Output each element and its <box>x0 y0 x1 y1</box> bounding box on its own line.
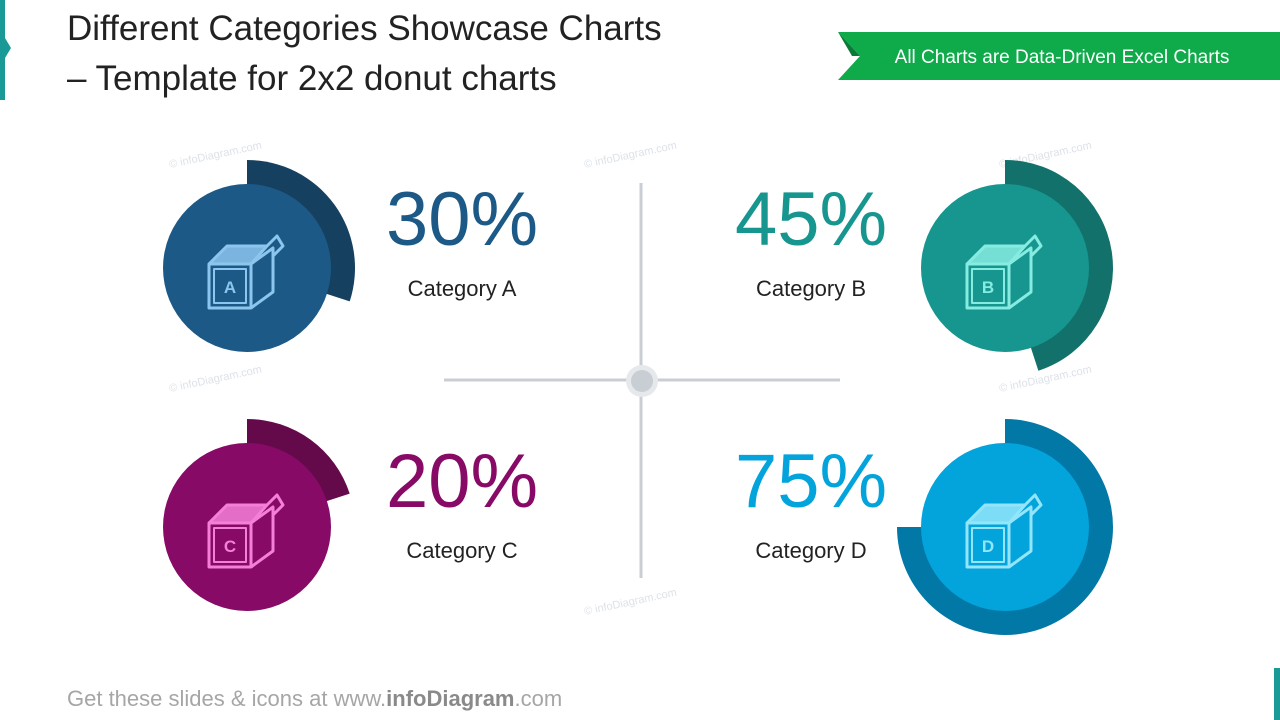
box-side <box>250 246 275 310</box>
box-icon: C <box>207 493 285 569</box>
box-icon: D <box>965 493 1043 569</box>
title-line: – Template for 2x2 donut charts <box>67 59 557 98</box>
box-inner <box>971 268 1005 304</box>
box-lid <box>965 244 1027 266</box>
value-label: 45% <box>735 177 887 262</box>
box-lid <box>207 503 269 525</box>
donut-chart: A 30% Category A <box>163 160 538 352</box>
category-label: Category A <box>408 276 517 301</box>
box-icon: A <box>207 234 285 310</box>
value-label: 75% <box>735 439 887 524</box>
category-label: Category D <box>755 538 866 563</box>
box-side <box>250 505 275 569</box>
box-icon: B <box>965 234 1043 310</box>
donut-chart: D 75% Category D <box>735 419 1113 635</box>
box-lid <box>965 503 1027 525</box>
footer: Get these slides & icons at www.infoDiag… <box>67 686 562 711</box>
banner-shape <box>838 32 1280 80</box>
box-side <box>1008 246 1033 310</box>
title-line: Different Categories Showcase Charts <box>67 9 662 48</box>
donut-center <box>163 184 331 352</box>
box-inner <box>971 527 1005 563</box>
category-label: Category C <box>406 538 517 563</box>
value-label: 30% <box>386 177 538 262</box>
box-flap <box>265 234 285 258</box>
accent-bar <box>0 0 11 100</box>
donut-center <box>921 443 1089 611</box>
box-inner <box>213 268 247 304</box>
divider-hub <box>631 370 653 392</box>
icon-label: C <box>224 537 236 556</box>
icon-label: B <box>982 278 994 297</box>
box-side <box>1008 505 1033 569</box>
box-lid <box>207 244 269 266</box>
box-flap <box>1023 234 1043 258</box>
corner-accent <box>1274 668 1280 720</box>
banner-fold <box>838 32 860 56</box>
donut-chart: B 45% Category B <box>735 160 1113 371</box>
box-inner <box>213 527 247 563</box>
icon-label: D <box>982 537 994 556</box>
category-label: Category B <box>756 276 866 301</box>
value-label: 20% <box>386 439 538 524</box>
box-flap <box>1023 493 1043 517</box>
donut-center <box>163 443 331 611</box>
footer-brand: infoDiagram <box>386 686 514 711</box>
footer-suffix: .com <box>515 686 563 711</box>
box-flap <box>265 493 285 517</box>
donut-chart: C 20% Category C <box>163 419 538 611</box>
footer-prefix: Get these slides & icons at www. <box>67 686 386 711</box>
icon-label: A <box>224 278 236 297</box>
donut-center <box>921 184 1089 352</box>
banner-text: All Charts are Data-Driven Excel Charts <box>895 47 1230 68</box>
